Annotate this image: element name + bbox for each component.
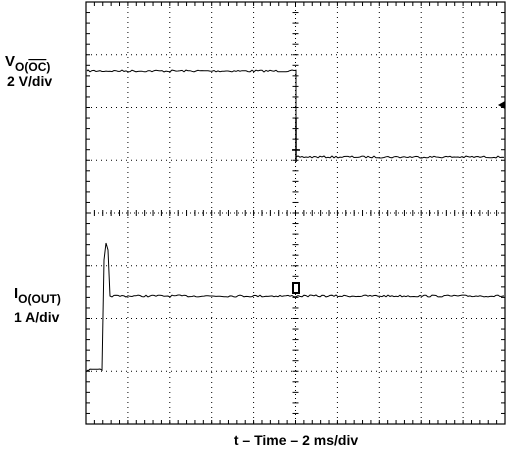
ch1-symbol: V (5, 53, 15, 70)
channel-marker-inner (294, 284, 298, 292)
voltage-trace (86, 69, 505, 159)
trigger-marker (292, 118, 300, 162)
x-axis-label: t – Time – 2 ms/div (234, 432, 358, 448)
ch1-subscript-end: ) (46, 60, 50, 74)
ch1-scale: 2 V/div (7, 73, 52, 89)
level-marker (498, 101, 505, 109)
ch1-subscript: O( (15, 60, 28, 74)
ch2-symbol: I (14, 285, 18, 302)
current-trace (86, 242, 505, 372)
ch1-label: VO(OC) (5, 53, 50, 74)
plot-frame (85, 1, 506, 425)
ch2-scale: 1 A/div (14, 309, 60, 325)
ch1-subscript-over: OC (28, 60, 46, 74)
ch2-label: IO(OUT) (14, 285, 61, 306)
ch2-subscript: O(OUT) (18, 292, 61, 306)
graticule (85, 1, 506, 424)
